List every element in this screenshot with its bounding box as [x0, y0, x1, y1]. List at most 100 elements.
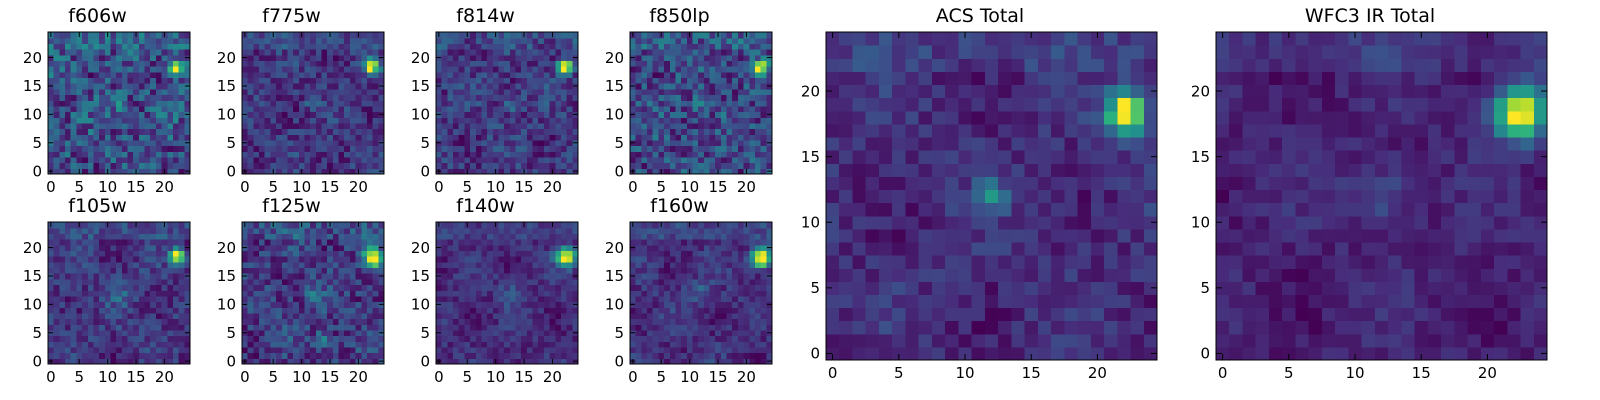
heatmap-cell [543, 335, 551, 342]
heatmap-cell [82, 233, 89, 240]
heatmap-cell [304, 250, 311, 257]
heatmap-cell [453, 335, 460, 342]
heatmap-cell [298, 128, 306, 135]
heatmap-cell [321, 37, 328, 44]
heatmap-cell [652, 122, 659, 130]
heatmap-cell [259, 117, 266, 124]
heatmap-cell [138, 66, 146, 73]
heatmap-cell [344, 358, 351, 365]
heatmap-cell [150, 222, 157, 229]
heatmap-cell [453, 117, 460, 124]
heatmap-cell [310, 301, 317, 308]
heatmap-cell [247, 162, 254, 169]
heatmap-cell [172, 335, 180, 342]
heatmap-cell [475, 156, 483, 164]
heatmap-cell [447, 239, 454, 246]
heatmap-cell [281, 162, 289, 169]
heatmap-cell [361, 128, 368, 135]
heatmap-cell [65, 222, 72, 229]
heatmap-cell [686, 54, 694, 61]
heatmap-cell [709, 32, 716, 39]
heatmap-cell [436, 134, 443, 141]
heatmap-cell [247, 227, 254, 234]
heatmap-cell [361, 37, 368, 44]
heatmap-cell [458, 32, 465, 39]
heatmap-cell [526, 128, 534, 135]
heatmap-cell [310, 244, 317, 251]
heatmap-cell [253, 94, 260, 101]
heatmap-cell [521, 295, 528, 303]
heatmap-cell [332, 335, 340, 342]
heatmap-cell [475, 77, 483, 84]
heatmap-cell [754, 358, 762, 365]
heatmap-cell [760, 122, 767, 130]
heatmap-cell [538, 162, 545, 169]
heatmap-cell [447, 222, 454, 229]
y-tick-label: 10 [217, 296, 236, 314]
heatmap-cell [304, 162, 311, 169]
heatmap-cell [732, 49, 739, 56]
heatmap-cell [658, 105, 665, 113]
heatmap-cell [344, 301, 351, 308]
heatmap-cell [93, 341, 100, 348]
heatmap-cell [361, 358, 368, 365]
heatmap-cell [48, 335, 55, 342]
heatmap-cell [504, 335, 511, 342]
heatmap-cell [172, 43, 180, 50]
heatmap-cell [481, 49, 488, 56]
heatmap-cell [321, 273, 328, 280]
heatmap-cell [743, 341, 750, 348]
heatmap-cell [475, 128, 483, 135]
heatmap-cell [70, 88, 77, 96]
heatmap-cell [492, 139, 500, 147]
heatmap-cell [133, 162, 140, 169]
heatmap-cell [504, 94, 511, 101]
heatmap-cell [150, 267, 157, 274]
heatmap-cell [515, 295, 522, 303]
heatmap-cell [669, 301, 677, 308]
heatmap-cell [470, 295, 477, 303]
heatmap-cell [458, 335, 465, 342]
heatmap-cell [315, 278, 323, 286]
x-tick-label: 5 [74, 368, 84, 386]
heatmap-cell [481, 250, 488, 257]
heatmap-cell [355, 151, 362, 158]
heatmap-cell [150, 227, 157, 234]
heatmap-cell [76, 94, 83, 101]
heatmap-cell [315, 60, 323, 67]
heatmap-cell [144, 156, 151, 164]
heatmap-cell [247, 105, 254, 113]
heatmap-cell [515, 233, 522, 240]
heatmap-cell [447, 256, 454, 263]
heatmap-cell [332, 244, 340, 251]
heatmap-cell [264, 66, 271, 73]
heatmap-cell [138, 128, 146, 135]
heatmap-cell [349, 278, 357, 286]
heatmap-cell [150, 71, 157, 79]
heatmap-cell [555, 307, 562, 314]
heatmap-cell [464, 335, 471, 342]
heatmap-cell [287, 335, 294, 342]
heatmap-cell [543, 312, 551, 320]
heatmap-cell [99, 278, 106, 286]
heatmap-cell [658, 151, 665, 158]
heatmap-cell [664, 335, 671, 342]
heatmap-cell [332, 145, 340, 152]
heatmap-cell [167, 273, 174, 280]
heatmap-cell [349, 66, 357, 73]
heatmap-cell [458, 117, 465, 124]
heatmap-cell [121, 71, 129, 79]
heatmap-cell [470, 134, 477, 141]
heatmap-cell [349, 346, 357, 354]
heatmap-cell [669, 156, 677, 164]
heatmap-cell [447, 111, 454, 118]
heatmap-cell [630, 49, 637, 56]
heatmap-cell [378, 71, 385, 79]
heatmap-cell [464, 352, 471, 359]
heatmap-cell [566, 139, 573, 147]
heatmap-cell [504, 77, 511, 84]
heatmap-cell [242, 60, 249, 67]
heatmap-cell [538, 128, 545, 135]
x-tick-label: 0 [46, 368, 56, 386]
heatmap-cell [178, 329, 185, 337]
